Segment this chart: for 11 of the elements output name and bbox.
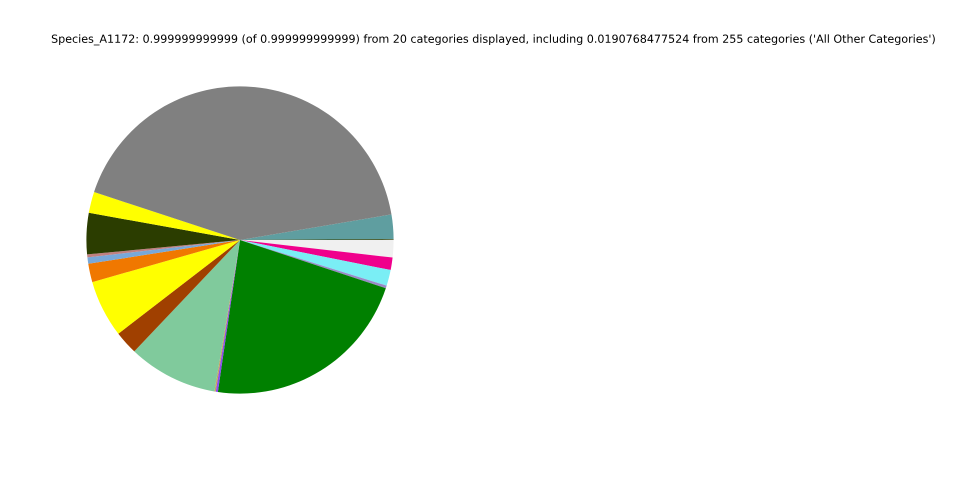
pie-slice: [218, 240, 386, 394]
pie-slice: [86, 212, 240, 254]
pie-slice: [88, 240, 240, 282]
pie-slice: [240, 214, 394, 240]
pie-slice: [118, 240, 240, 352]
pie-slice: [240, 240, 394, 258]
pie-slice: [87, 240, 240, 264]
pie-slice: [240, 240, 393, 270]
text: Species_A1172: 0.999999999999 (of 0.999999999999) from 20 categories displayed, including 0.0190768477524 from 255 categories ('All Other Categories'): [52, 34, 935, 46]
pie-slice: [94, 86, 392, 240]
pie-slice: [134, 240, 240, 392]
